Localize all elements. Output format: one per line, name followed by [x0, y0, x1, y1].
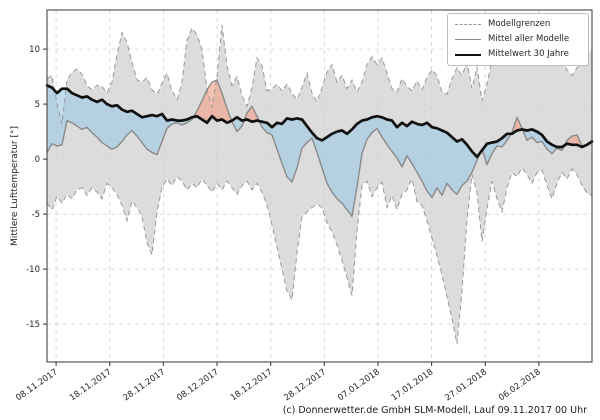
chart-legend: Modellgrenzen Mittel aller Modelle Mitte…: [447, 13, 589, 66]
black-line-icon: [455, 53, 481, 56]
mean-30y-line: [45, 84, 594, 159]
svg-text:-15: -15: [26, 320, 40, 330]
svg-text:10: 10: [29, 45, 40, 55]
dashed-line-icon: [455, 24, 481, 25]
svg-text:17.01.2018: 17.01.2018: [390, 367, 436, 403]
legend-item-mittel-aller-modelle: Mittel aller Modelle: [448, 32, 588, 47]
svg-text:18.11.2017: 18.11.2017: [68, 367, 114, 403]
legend-item-mittelwert-30-jahre: Mittelwert 30 Jahre: [448, 47, 588, 62]
svg-text:08.11.2017: 08.11.2017: [14, 367, 60, 403]
legend-label: Modellgrenzen: [488, 19, 551, 30]
svg-text:06.02.2018: 06.02.2018: [497, 367, 543, 403]
svg-text:08.12.2017: 08.12.2017: [175, 367, 221, 403]
legend-label: Mittel aller Modelle: [488, 34, 570, 45]
svg-text:28.11.2017: 28.11.2017: [122, 367, 168, 403]
svg-text:0: 0: [35, 155, 40, 165]
plot-border: [46, 9, 593, 363]
copyright-credit: (c) Donnerwetter.de GmbH SLM-Modell, Lau…: [282, 405, 587, 416]
svg-text:27.01.2018: 27.01.2018: [443, 367, 489, 403]
svg-text:18.12.2017: 18.12.2017: [229, 367, 275, 403]
legend-item-modellgrenzen: Modellgrenzen: [448, 17, 588, 32]
svg-text:07.01.2018: 07.01.2018: [336, 367, 382, 403]
model-range-band: [47, 24, 592, 344]
legend-label: Mittelwert 30 Jahre: [488, 49, 569, 60]
below-mean-fill: [47, 85, 592, 217]
model-mean-line: [46, 79, 593, 218]
svg-text:28.12.2017: 28.12.2017: [282, 367, 328, 403]
y-axis-label: Mittlere Lufttemperatur [°]: [10, 126, 20, 246]
tick-marks: [43, 48, 540, 366]
model-bounds-lower-line: [46, 166, 593, 344]
gray-line-icon: [455, 39, 481, 40]
svg-text:-10: -10: [26, 265, 40, 275]
svg-text:-5: -5: [32, 210, 40, 220]
svg-text:5: 5: [35, 100, 40, 110]
